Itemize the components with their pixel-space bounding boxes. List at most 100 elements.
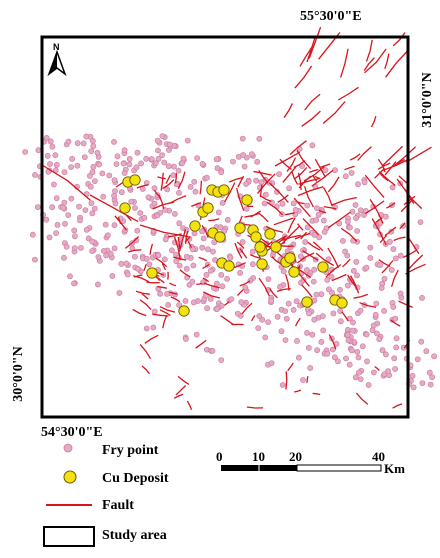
fault-line	[304, 93, 321, 111]
fry-point	[390, 246, 397, 253]
fry-point	[218, 271, 225, 278]
fault-line	[244, 212, 260, 218]
latitude-label-left: 30°0'0"N	[11, 346, 26, 402]
fry-point	[320, 217, 327, 224]
cu-deposit	[234, 222, 246, 234]
fry-point	[121, 147, 128, 153]
cu-deposit	[336, 297, 348, 309]
cu-deposit	[254, 241, 266, 253]
fault-line	[223, 301, 230, 306]
fry-point	[47, 161, 53, 167]
north-arrow-letter: N	[53, 42, 60, 52]
fry-point	[217, 224, 224, 231]
fry-point	[265, 319, 271, 325]
fry-point	[372, 311, 379, 318]
fault-line	[286, 157, 297, 172]
fry-point	[265, 276, 272, 282]
fry-point	[68, 164, 74, 170]
fry-point	[367, 244, 374, 251]
fault-line	[393, 146, 417, 167]
fry-point	[131, 253, 138, 260]
fault-line	[328, 334, 337, 350]
fry-point	[378, 285, 385, 291]
fault-line	[276, 288, 291, 293]
fry-point	[316, 234, 322, 241]
fry-point	[277, 283, 283, 290]
fry-point	[148, 156, 155, 162]
fry-point	[345, 337, 352, 344]
fault-line	[250, 315, 256, 322]
fry-point	[373, 300, 380, 307]
fault-line	[374, 167, 386, 179]
fry-point	[410, 384, 417, 391]
cu-deposit	[214, 231, 226, 243]
fault-line	[257, 173, 276, 194]
fault-line	[297, 186, 324, 197]
fry-point	[292, 206, 299, 213]
fault-line	[160, 172, 164, 191]
fry-point	[393, 344, 400, 351]
fault-line	[309, 168, 319, 174]
fry-point	[262, 191, 269, 198]
fry-point	[207, 267, 214, 274]
fault-line	[149, 243, 154, 255]
fry-point	[352, 202, 359, 208]
fry-point	[285, 300, 292, 307]
fault-line	[277, 194, 289, 203]
fry-point	[52, 152, 59, 159]
fry-point	[320, 327, 327, 334]
fry-point	[397, 252, 404, 259]
fry-point	[311, 316, 318, 323]
fault-line	[177, 171, 186, 189]
fry-point	[227, 254, 234, 261]
fault-line	[390, 319, 401, 327]
fry-point	[170, 172, 177, 179]
fry-point	[311, 232, 318, 238]
fry-point	[120, 160, 127, 167]
fault-line	[173, 256, 187, 261]
fault-line	[186, 400, 193, 411]
fry-point	[248, 151, 255, 157]
fry-point	[429, 374, 435, 380]
fry-point	[318, 338, 325, 345]
fry-point	[143, 325, 150, 332]
fault-line	[299, 46, 313, 67]
fry-point	[199, 244, 206, 251]
fry-point	[224, 216, 231, 223]
fault-line	[370, 115, 377, 128]
fry-point	[329, 346, 336, 353]
fry-point	[305, 344, 312, 351]
fry-point	[124, 271, 131, 278]
fault-line	[266, 201, 284, 216]
fry-point	[171, 210, 178, 217]
fry-point	[331, 354, 338, 361]
fry-point	[274, 313, 281, 320]
fry-point	[189, 246, 196, 253]
fault-line	[365, 39, 373, 62]
fault-line	[146, 281, 160, 284]
fry-point	[146, 261, 153, 268]
fault-line	[314, 158, 327, 178]
fry-point	[96, 161, 102, 168]
fry-point	[182, 336, 189, 342]
fault-line	[312, 241, 324, 252]
fry-point	[332, 167, 338, 174]
fault-line	[291, 170, 299, 185]
fault-line	[157, 285, 168, 289]
fault-line	[139, 224, 189, 238]
fry-point	[189, 278, 196, 285]
fry-point	[111, 245, 118, 252]
fry-point	[89, 169, 96, 176]
fry-point	[370, 369, 377, 376]
fault-line	[187, 241, 192, 248]
fry-point	[377, 262, 383, 269]
fault-line	[126, 214, 132, 221]
fry-point	[81, 154, 88, 160]
fry-point	[143, 255, 150, 262]
fault-line	[282, 166, 297, 183]
fry-point	[104, 232, 111, 239]
fry-point	[259, 316, 266, 323]
fault-line	[342, 258, 351, 268]
fry-point	[357, 207, 364, 214]
legend-cu-label: Cu Deposit	[102, 471, 169, 486]
